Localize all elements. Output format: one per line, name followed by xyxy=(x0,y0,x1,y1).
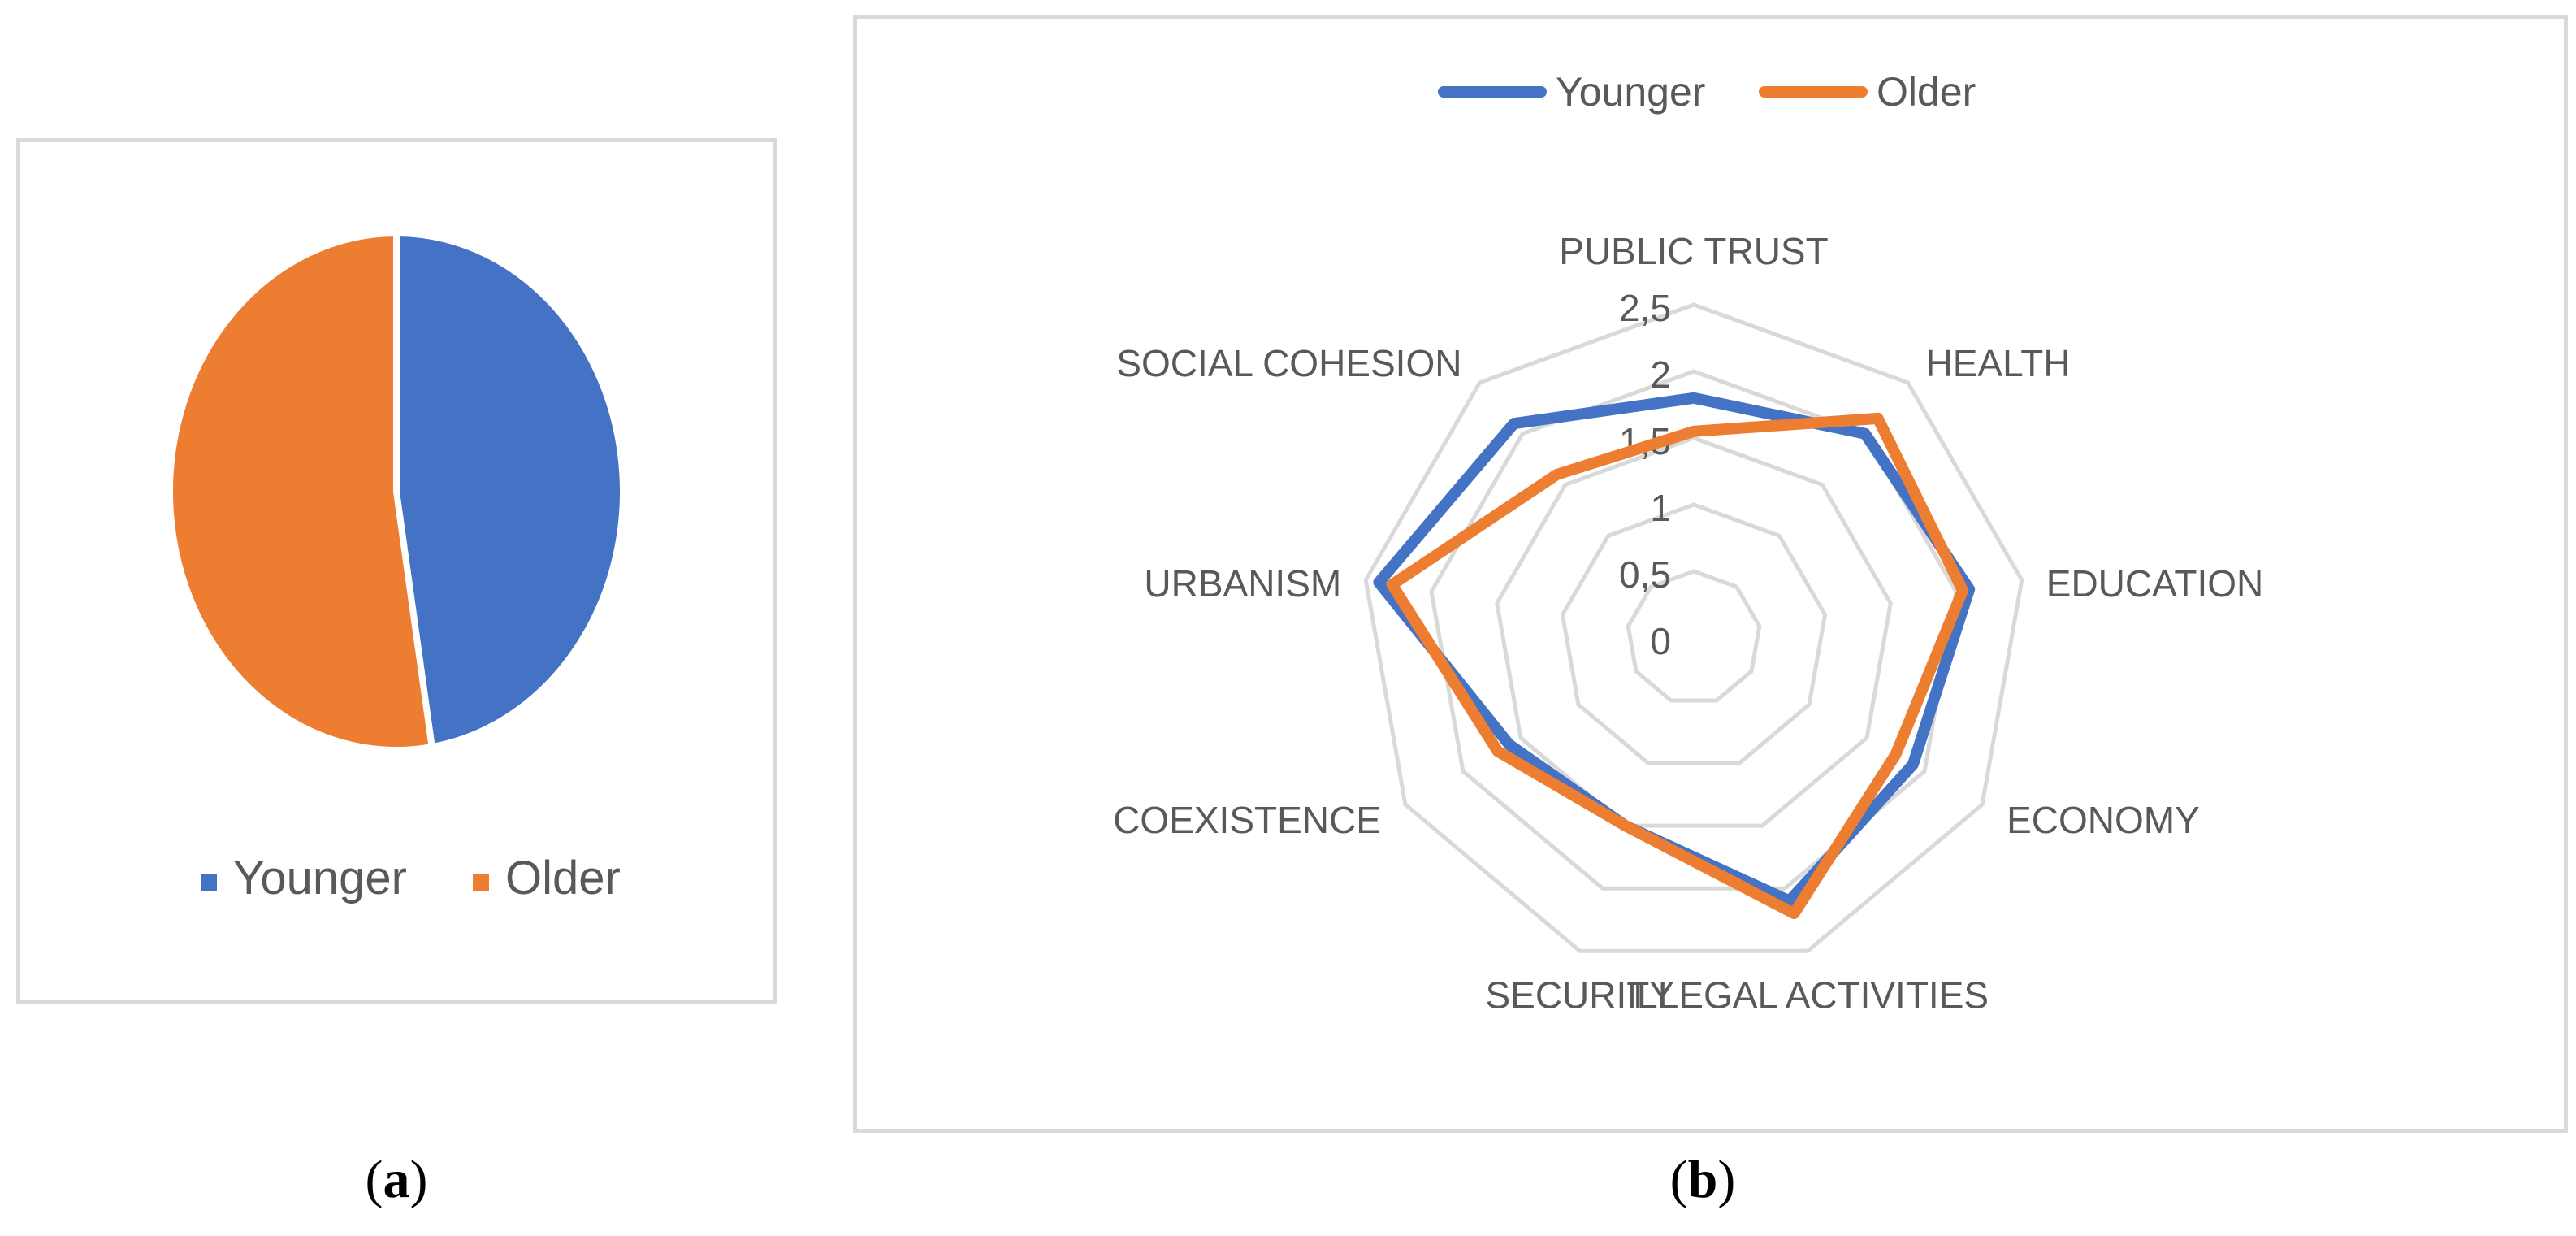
pie-legend-label-older: Older xyxy=(505,852,621,904)
radar-category-label-economy: ECONOMY xyxy=(2007,799,2200,841)
pie-chart-panel: Younger Older xyxy=(16,138,777,1004)
radar-grid-ring xyxy=(1363,302,2024,953)
radar-category-label-coexistence: COEXISTENCE xyxy=(1113,799,1381,841)
caption-a: (a) xyxy=(365,1150,428,1209)
caption-b-letter: b xyxy=(1687,1150,1718,1209)
pie-legend-marker-younger xyxy=(201,874,217,891)
radar-tick-label: 1 xyxy=(1650,487,1671,529)
radar-category-label-health: HEALTH xyxy=(1926,342,2071,384)
radar-grid-ring xyxy=(1560,502,1828,765)
radar-legend-label-younger: Younger xyxy=(1556,69,1705,115)
radar-category-label-public-trust: PUBLIC TRUST xyxy=(1559,230,1828,272)
pie-slice-older xyxy=(167,230,435,753)
radar-tick-label: 0 xyxy=(1650,620,1671,662)
radar-series-older xyxy=(1386,412,1969,920)
radar-grid-ring xyxy=(1429,369,1959,891)
radar-category-label-social-cohesion: SOCIAL COHESION xyxy=(1116,342,1461,384)
radar-category-label-security: SECURITY xyxy=(1485,974,1674,1016)
radar-category-label-education: EDUCATION xyxy=(2046,562,2264,605)
pie-chart: Younger Older xyxy=(167,230,626,904)
caption-a-letter: a xyxy=(383,1150,410,1209)
radar-tick-label: 0,5 xyxy=(1619,553,1671,596)
pie-legend-marker-older xyxy=(473,874,489,891)
radar-legend-label-older: Older xyxy=(1877,69,1976,115)
radar-category-label-urbanism: URBANISM xyxy=(1144,562,1341,605)
radar-category-label-illegal-activities: ILLEGAL ACTIVITIES xyxy=(1626,974,1989,1016)
caption-b: (b) xyxy=(1669,1150,1736,1209)
radar-legend: Younger Older xyxy=(1438,69,1976,115)
pie-legend: Younger Older xyxy=(201,852,621,904)
radar-grid-ring xyxy=(1626,569,1762,703)
radar-grid xyxy=(1363,302,2024,953)
radar-chart-panel: 0 0,5 1 1,5 2 2,5 PUBLIC TRUST HEALTH EDUCATION E… xyxy=(853,15,2568,1133)
pie-slice-younger xyxy=(393,230,626,751)
radar-tick-label: 2 xyxy=(1650,353,1671,396)
radar-tick-label: 2,5 xyxy=(1619,287,1671,329)
radar-grid-ring xyxy=(1495,436,1893,828)
pie-legend-label-younger: Younger xyxy=(233,852,407,904)
